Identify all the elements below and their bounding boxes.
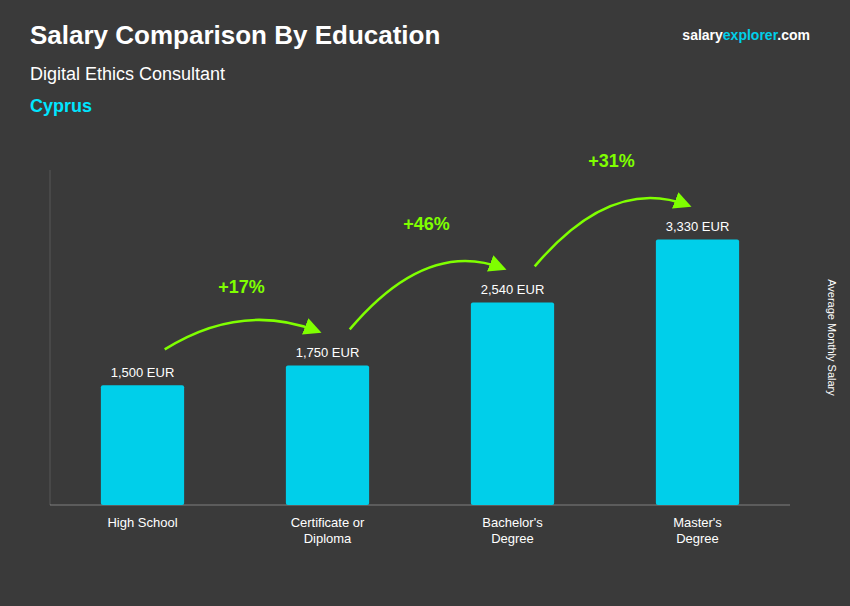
change-arrow [535,198,689,266]
bars [101,239,739,505]
change-arrow [165,320,319,349]
x-tick-label-line: Diploma [304,531,352,546]
bar [286,365,369,505]
background [0,0,850,606]
source-part: explorer [723,27,779,43]
x-tick-label-line: Master's [673,515,722,530]
y-axis-label: Average Monthly Salary [826,279,838,396]
change-arrow [350,261,504,329]
data-label: 1,750 EUR [296,345,360,360]
title: Salary Comparison By Education [30,20,440,50]
source-part: salary [682,27,723,43]
bar [656,239,739,505]
y-axis-line [50,170,51,505]
x-tick-label-line: Degree [676,531,719,546]
x-tick-label-line: Degree [491,531,534,546]
x-tick-label: Master'sDegree [673,515,722,546]
subtitle: Digital Ethics Consultant [30,64,225,84]
source-part: .com [777,27,810,43]
data-label: 3,330 EUR [666,219,730,234]
x-tick-label-line: Bachelor's [482,515,543,530]
bar [471,302,554,505]
x-tick-label-line: High School [107,515,177,530]
x-tick-label-line: Certificate or [291,515,365,530]
change-label: +17% [218,277,265,297]
change-label: +46% [403,214,450,234]
data-label: 1,500 EUR [111,365,175,380]
source: salaryexplorer.com [682,27,810,43]
annotation: Cyprus [30,96,92,116]
x-tick-label: High School [107,515,177,530]
bar [101,385,184,505]
x-tick-label: Bachelor'sDegree [482,515,543,546]
data-label: 2,540 EUR [481,282,545,297]
change-label: +31% [588,151,635,171]
chart: Salary Comparison By Education Digital Et… [0,0,850,606]
x-tick-label: Certificate orDiploma [291,515,365,546]
